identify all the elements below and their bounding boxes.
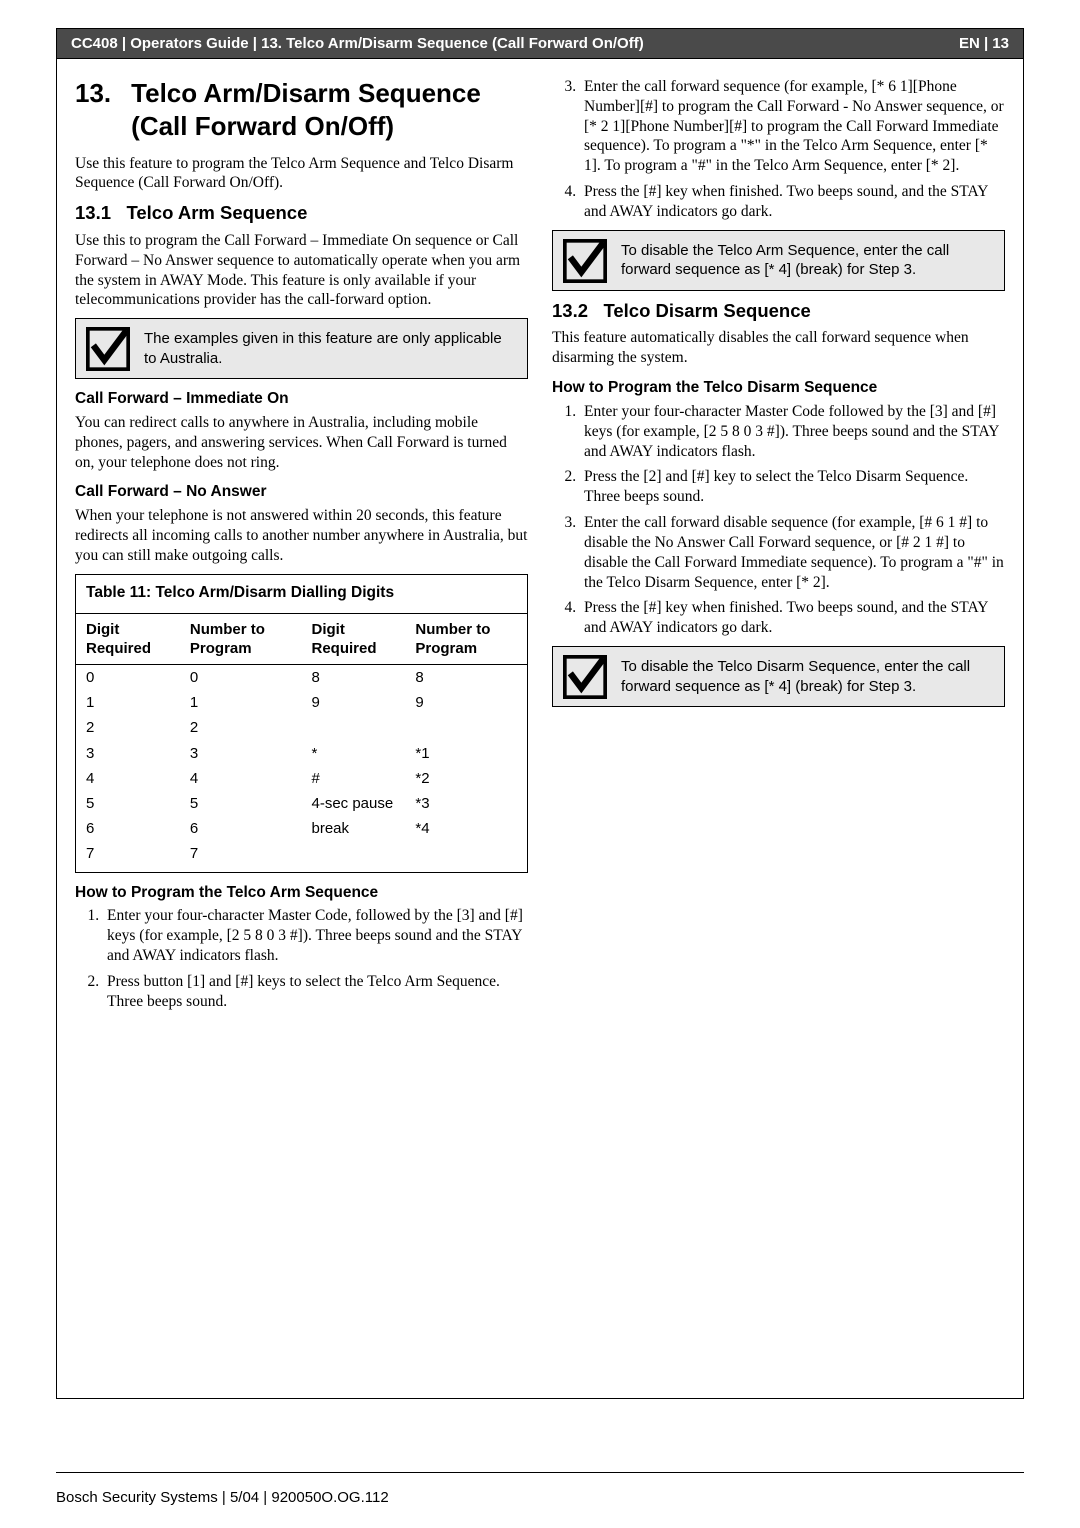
checkbox-icon: [563, 239, 607, 283]
table-cell: [301, 715, 405, 740]
table-cell: *4: [405, 816, 527, 841]
table-cell: 9: [301, 690, 405, 715]
header-right: EN | 13: [959, 35, 1009, 52]
table-cell: 5: [180, 791, 302, 816]
list-item: Press the [#] key when finished. Two bee…: [580, 598, 1005, 638]
heading-how-arm: How to Program the Telco Arm Sequence: [75, 883, 528, 903]
table-cell: 2: [76, 715, 180, 740]
table-cell: 9: [405, 690, 527, 715]
table-header: Digit Required: [76, 613, 180, 664]
table-row: 77: [76, 841, 528, 872]
table-cell: break: [301, 816, 405, 841]
table-cell: 6: [76, 816, 180, 841]
header-bar: CC408 | Operators Guide | 13. Telco Arm/…: [56, 28, 1024, 59]
section-heading: Telco Arm/Disarm Sequence (Call Forward …: [131, 77, 528, 144]
heading-how-disarm: How to Program the Telco Disarm Sequence: [552, 378, 1005, 398]
checkbox-icon: [86, 327, 130, 371]
table-cell: #: [301, 766, 405, 791]
sub1-paragraph: Use this to program the Call Forward – I…: [75, 231, 528, 310]
table-header: Number to Program: [180, 613, 302, 664]
callout-text: To disable the Telco Disarm Sequence, en…: [621, 653, 994, 700]
subsection-13-1: 13.1 Telco Arm Sequence: [75, 201, 528, 225]
arm-steps-continued: Enter the call forward sequence (for exa…: [552, 77, 1005, 222]
table-cell: 3: [76, 741, 180, 766]
table-cell: 6: [180, 816, 302, 841]
list-item: Enter your four-character Master Code, f…: [103, 906, 528, 965]
right-column: Enter the call forward sequence (for exa…: [552, 77, 1005, 1368]
callout-text: The examples given in this feature are o…: [144, 325, 517, 372]
section-title: 13. Telco Arm/Disarm Sequence (Call Forw…: [75, 77, 528, 144]
list-item: Press the [#] key when finished. Two bee…: [580, 182, 1005, 222]
list-item: Enter the call forward disable sequence …: [580, 513, 1005, 592]
table-row: 33**1: [76, 741, 528, 766]
table-cell: 1: [180, 690, 302, 715]
table-body: 008811992233**144#*2554-sec pause*366bre…: [76, 665, 528, 873]
header-left: CC408 | Operators Guide | 13. Telco Arm/…: [71, 35, 644, 52]
table-cell: 8: [405, 665, 527, 691]
table-caption: Table 11: Telco Arm/Disarm Dialling Digi…: [75, 574, 528, 613]
table-cell: 1: [76, 690, 180, 715]
table-row: 44#*2: [76, 766, 528, 791]
footer: Bosch Security Systems | 5/04 | 920050O.…: [56, 1472, 1024, 1506]
dialling-digits-table: Table 11: Telco Arm/Disarm Dialling Digi…: [75, 574, 528, 873]
table-cell: 7: [180, 841, 302, 872]
table-cell: 0: [76, 665, 180, 691]
table-header: Number to Program: [405, 613, 527, 664]
table-row: 1199: [76, 690, 528, 715]
table-cell: 2: [180, 715, 302, 740]
arm-steps-list: Enter your four-character Master Code, f…: [75, 906, 528, 1011]
table-header: Digit Required: [301, 613, 405, 664]
table-row: 554-sec pause*3: [76, 791, 528, 816]
table-cell: 0: [180, 665, 302, 691]
heading-no-answer: Call Forward – No Answer: [75, 482, 528, 502]
table-cell: *: [301, 741, 405, 766]
list-item: Press the [2] and [#] key to select the …: [580, 467, 1005, 507]
footer-text: Bosch Security Systems | 5/04 | 920050O.…: [56, 1489, 389, 1506]
left-column: 13. Telco Arm/Disarm Sequence (Call Forw…: [75, 77, 528, 1368]
content-area: 13. Telco Arm/Disarm Sequence (Call Forw…: [56, 59, 1024, 1399]
table-cell: 4: [180, 766, 302, 791]
sub2-paragraph: This feature automatically disables the …: [552, 328, 1005, 368]
table-cell: 7: [76, 841, 180, 872]
table-cell: 4: [76, 766, 180, 791]
list-item: Enter your four-character Master Code fo…: [580, 402, 1005, 461]
table-cell: 3: [180, 741, 302, 766]
table-cell: *3: [405, 791, 527, 816]
table-row: 66break*4: [76, 816, 528, 841]
table-cell: [405, 841, 527, 872]
checkbox-icon: [563, 655, 607, 699]
table-row: 0088: [76, 665, 528, 691]
callout-text: To disable the Telco Arm Sequence, enter…: [621, 237, 994, 284]
table-cell: 8: [301, 665, 405, 691]
heading-immediate-on: Call Forward – Immediate On: [75, 389, 528, 409]
list-item: Enter the call forward sequence (for exa…: [580, 77, 1005, 176]
table-cell: 4-sec pause: [301, 791, 405, 816]
intro-paragraph: Use this feature to program the Telco Ar…: [75, 154, 528, 194]
list-item: Press button [1] and [#] keys to select …: [103, 972, 528, 1012]
callout-disable-disarm: To disable the Telco Disarm Sequence, en…: [552, 646, 1005, 707]
table-cell: *2: [405, 766, 527, 791]
paragraph-immediate: You can redirect calls to anywhere in Au…: [75, 413, 528, 472]
paragraph-no-answer: When your telephone is not answered with…: [75, 506, 528, 565]
table-row: 22: [76, 715, 528, 740]
callout-disable-arm: To disable the Telco Arm Sequence, enter…: [552, 230, 1005, 291]
disarm-steps-list: Enter your four-character Master Code fo…: [552, 402, 1005, 638]
section-number: 13.: [75, 77, 111, 144]
table-cell: 5: [76, 791, 180, 816]
table-cell: *1: [405, 741, 527, 766]
table-cell: [301, 841, 405, 872]
table-cell: [405, 715, 527, 740]
callout-examples: The examples given in this feature are o…: [75, 318, 528, 379]
subsection-13-2: 13.2 Telco Disarm Sequence: [552, 299, 1005, 323]
